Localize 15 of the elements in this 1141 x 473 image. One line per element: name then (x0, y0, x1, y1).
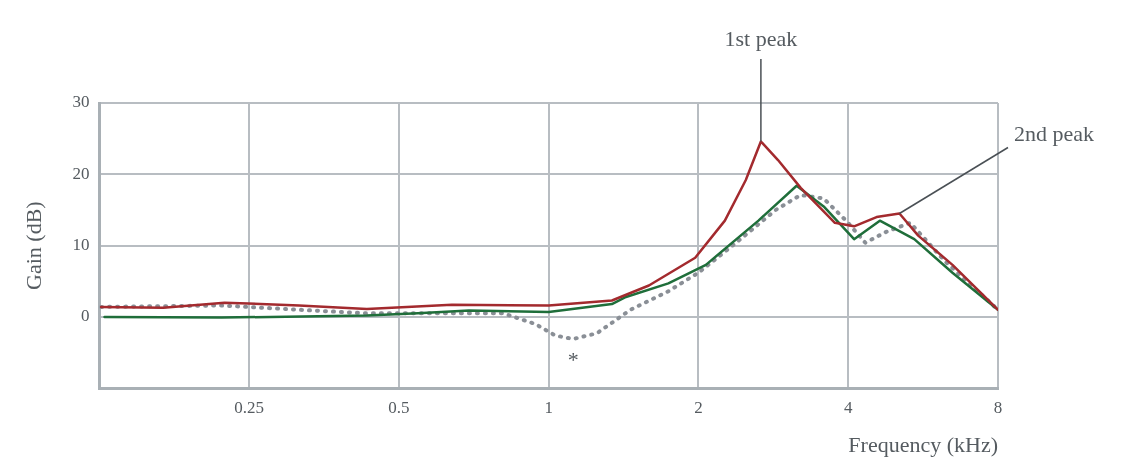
annotation: * (567, 346, 579, 372)
x-tick-label: 2 (694, 397, 703, 417)
y-tick-label: 20 (72, 163, 90, 183)
y-tick-label: 30 (72, 92, 90, 112)
x-axis-title: Frequency (kHz) (848, 431, 998, 457)
x-tick-label: 4 (843, 397, 853, 417)
y-tick-label: 10 (72, 235, 90, 255)
annotation: 1st peak (724, 25, 798, 51)
x-tick-label: 0.5 (388, 397, 410, 417)
y-tick-label: 0 (80, 306, 90, 326)
x-tick-label: 8 (993, 397, 1003, 417)
y-axis-title: Gain (dB) (20, 201, 46, 290)
x-tick-label: 1 (544, 397, 553, 417)
x-tick-label: 0.25 (234, 397, 265, 417)
annotation: 2nd peak (1014, 121, 1095, 147)
